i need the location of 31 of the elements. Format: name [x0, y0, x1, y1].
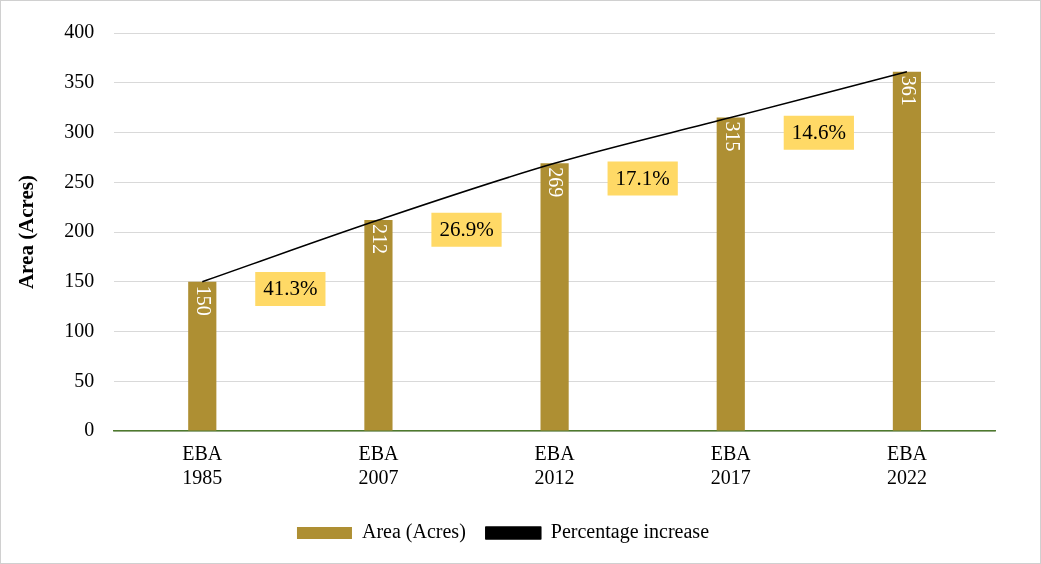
y-tick-label: 250 [64, 169, 95, 192]
annotation: 14.6% [791, 120, 846, 145]
data-label: 315 [721, 121, 744, 152]
x-tick-label: EBA 2017 [710, 442, 752, 489]
bar [892, 71, 922, 431]
bar [364, 220, 393, 431]
x-tick-label: EBA 2007 [358, 442, 399, 489]
y-tick-label: 100 [64, 318, 95, 341]
x-tick-label: EBA 1985 [182, 442, 223, 489]
data-label: 361 [897, 75, 920, 106]
y-axis-title: Area (Acres) [14, 174, 39, 290]
annotation: 41.3% [263, 276, 318, 301]
data-label: 212 [369, 224, 392, 255]
x-tick-label: EBA 2012 [534, 442, 576, 489]
y-tick-label: 50 [74, 368, 95, 391]
y-tick-label: 0 [84, 418, 95, 441]
annotation: 17.1% [615, 165, 670, 190]
bar [716, 117, 745, 431]
data-label: 269 [545, 167, 568, 198]
legend-label: Area (Acres) [361, 520, 466, 544]
y-tick-label: 300 [64, 119, 95, 142]
legend-label: Percentage increase [550, 520, 710, 544]
y-tick-label: 350 [64, 70, 95, 92]
x-tick-label: EBA 2022 [886, 442, 928, 489]
annotation: 26.9% [439, 217, 494, 242]
bar [540, 163, 569, 431]
data-label: 150 [193, 285, 216, 316]
y-tick-label: 150 [64, 269, 95, 291]
bar [188, 281, 217, 431]
y-tick-label: 200 [64, 219, 95, 242]
y-tick-label: 400 [64, 20, 95, 43]
